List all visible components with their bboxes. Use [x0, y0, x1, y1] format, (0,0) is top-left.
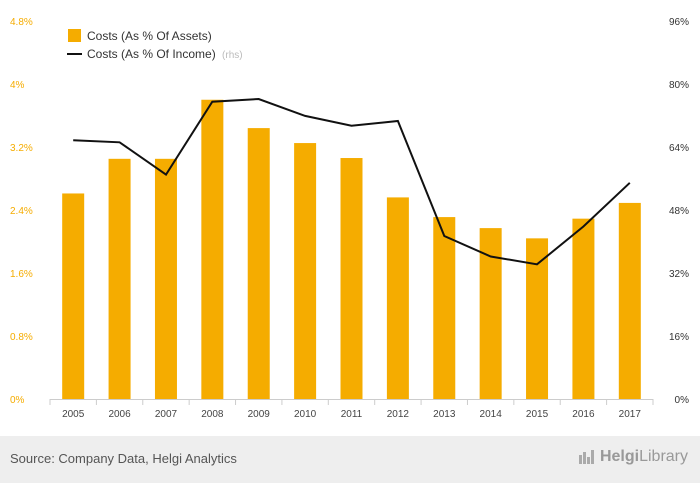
- y-right-tick-label: 48%: [669, 206, 689, 217]
- x-tick-label: 2007: [155, 409, 178, 420]
- y-axis-right: 0% 16% 32% 48% 64% 80% 96%: [669, 17, 689, 406]
- legend-line-name: Costs (As % Of Income): [87, 47, 216, 61]
- bar-2012: [386, 197, 409, 399]
- y-left-tick-label: 2.4%: [10, 206, 33, 217]
- library-icon: [578, 450, 594, 464]
- y-left-tick-label: 0.8%: [10, 332, 33, 343]
- y-left-tick-label: 4.8%: [10, 17, 33, 28]
- bar-2016: [572, 218, 595, 399]
- x-axis: 2005 2006 2007 2008 2009 2010 2011 2012 2013 2014…: [49, 399, 654, 420]
- legend-line-label: Costs (As % Of Income) (rhs): [87, 47, 243, 61]
- bar-2017: [618, 202, 641, 399]
- y-right-tick-label: 80%: [669, 80, 689, 91]
- bar-2005: [62, 193, 85, 399]
- x-tick-label: 2008: [201, 409, 224, 420]
- helgi-library-logo[interactable]: Helgi Library: [578, 448, 688, 466]
- y-axis-left: 0% 0.8% 1.6% 2.4% 3.2% 4% 4.8%: [10, 17, 33, 406]
- logo-text-helgi: Helgi: [599, 448, 640, 465]
- x-tick-label: 2006: [108, 409, 131, 420]
- bar-series: [62, 99, 641, 399]
- bar-2007: [154, 158, 177, 399]
- x-tick-label: 2014: [480, 409, 503, 420]
- y-left-tick-label: 4%: [10, 80, 25, 91]
- line-series: [73, 97, 631, 266]
- x-tick-label: 2015: [526, 409, 549, 420]
- x-tick-label: 2010: [294, 409, 317, 420]
- x-tick-label: 2016: [572, 409, 595, 420]
- legend-line-rhs: (rhs): [222, 50, 243, 61]
- legend-bar-swatch: [68, 29, 81, 42]
- y-left-tick-label: 1.6%: [10, 269, 33, 280]
- bar-2014: [479, 228, 502, 399]
- x-tick-label: 2011: [341, 409, 363, 420]
- bar-2015: [526, 238, 549, 399]
- y-right-tick-label: 0%: [675, 395, 690, 406]
- footer: Source: Company Data, Helgi Analytics He…: [0, 436, 700, 483]
- y-left-tick-label: 3.2%: [10, 143, 33, 154]
- bar-2010: [294, 143, 317, 399]
- x-tick-label: 2005: [62, 409, 85, 420]
- y-right-tick-label: 64%: [669, 143, 689, 154]
- x-tick-label: 2017: [619, 409, 642, 420]
- chart-svg: 0% 0.8% 1.6% 2.4% 3.2% 4% 4.8% 0% 16% 32% 48% 64% 8…: [10, 17, 689, 420]
- y-right-tick-label: 32%: [669, 269, 689, 280]
- bar-2013: [433, 217, 456, 399]
- bar-2009: [247, 128, 270, 399]
- bar-2011: [340, 158, 363, 399]
- y-left-tick-label: 0%: [10, 395, 25, 406]
- source-text: Source: Company Data, Helgi Analytics: [10, 451, 237, 466]
- bar-2006: [108, 158, 131, 399]
- y-right-tick-label: 96%: [669, 17, 689, 28]
- logo-text-library: Library: [639, 448, 688, 465]
- x-tick-label: 2012: [387, 409, 410, 420]
- bar-2008: [201, 99, 224, 399]
- x-tick-label: 2009: [248, 409, 271, 420]
- legend-bar-label: Costs (As % Of Assets): [87, 29, 212, 43]
- x-tick-label: 2013: [433, 409, 456, 420]
- legend: Costs (As % Of Assets) Costs (As % Of In…: [67, 29, 243, 61]
- y-right-tick-label: 16%: [669, 332, 689, 343]
